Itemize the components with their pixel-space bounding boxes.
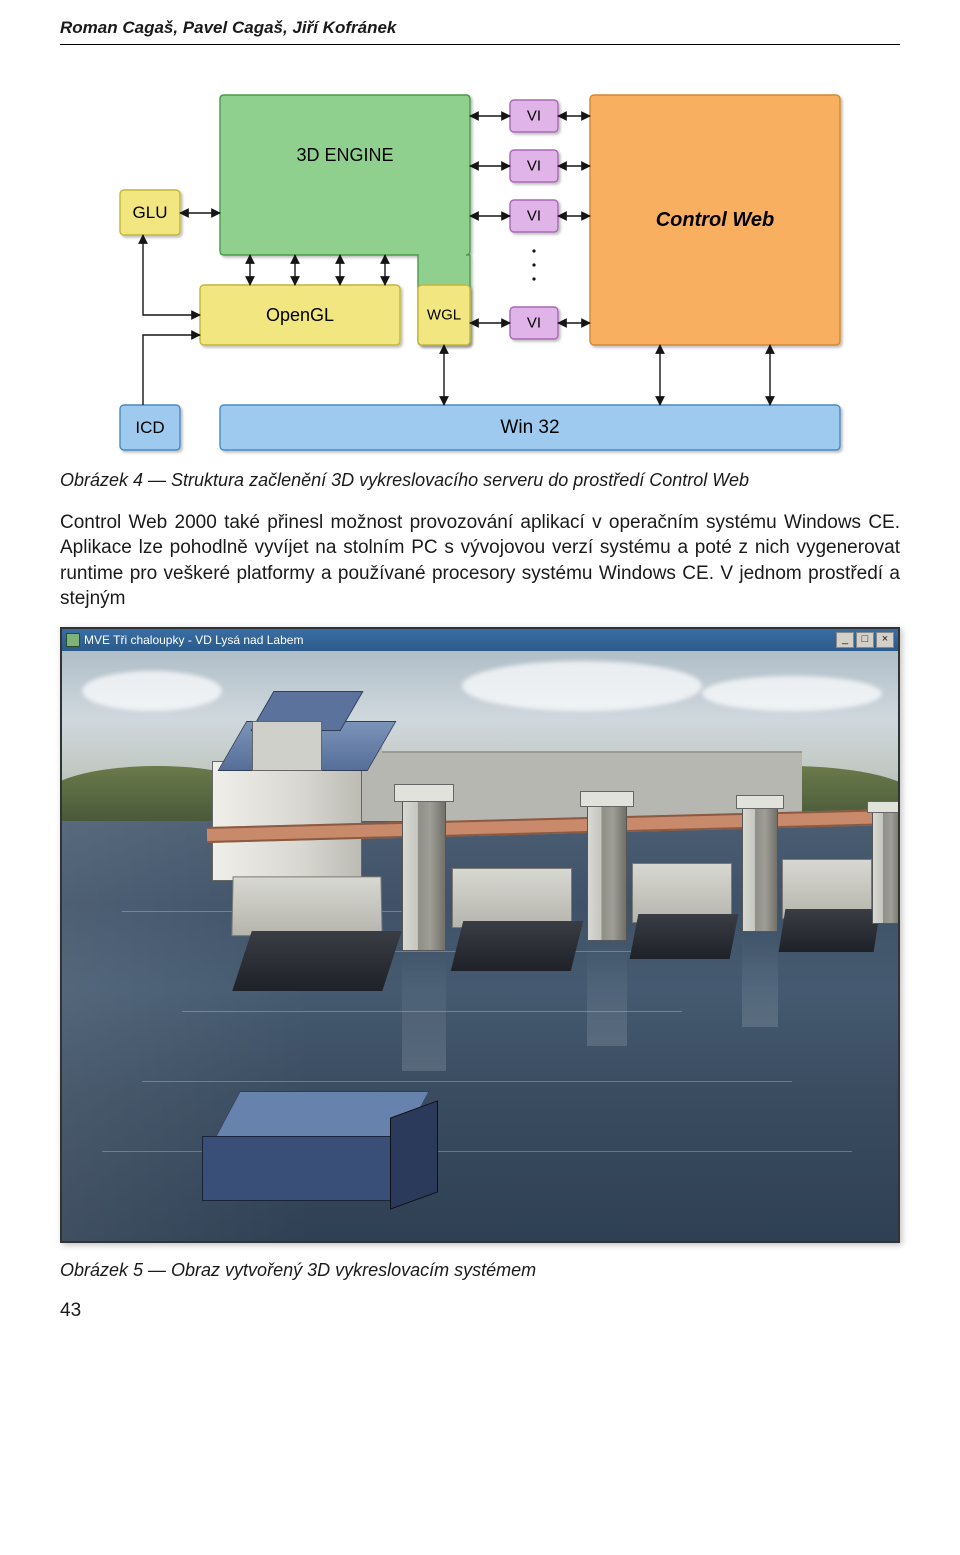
pillar [587,801,627,941]
block-label-win32: Win 32 [500,417,559,438]
floating-box-side [390,1100,438,1209]
arrow [143,335,200,405]
block-label-vi2: VI [527,158,541,175]
figure-4-caption: Obrázek 4 — Struktura začlenění 3D vykre… [60,469,900,492]
cloud [82,671,222,711]
header-authors: Roman Cagaš, Pavel Cagaš, Jiří Kofránek [60,18,396,37]
page-header: Roman Cagaš, Pavel Cagaš, Jiří Kofránek [60,0,900,45]
block-label-vi3: VI [527,208,541,225]
water-highlight [142,1081,792,1082]
maximize-button[interactable]: □ [856,632,874,648]
block-label-engine: 3D ENGINE [296,145,393,165]
block-diagram-svg: 3D ENGINE GLU OpenGL WGL Control Web VI VI VI VI… [110,75,850,455]
window-app-icon [66,633,80,647]
ellipsis-dot [532,277,535,280]
block-label-icd: ICD [135,418,164,437]
building-front [212,761,362,881]
minimize-button[interactable]: _ [836,632,854,648]
figure-5-window: MVE Tři chaloupky - VD Lysá nad Labem _ … [60,627,900,1243]
block-label-vi1: VI [527,108,541,125]
figure-4-diagram: 3D ENGINE GLU OpenGL WGL Control Web VI VI VI VI… [60,75,900,455]
pillar [872,809,898,924]
block-label-vi4: VI [527,315,541,332]
scene-3d-viewport [62,651,898,1241]
floating-box-front [202,1136,392,1201]
page: Roman Cagaš, Pavel Cagaš, Jiří Kofránek … [0,0,960,1362]
gate-slope [779,909,881,952]
gate-base [231,876,382,936]
block-label-cweb: Control Web [656,209,775,231]
window-title: MVE Tři chaloupky - VD Lysá nad Labem [84,633,832,647]
gate-slope [232,931,401,991]
close-button[interactable]: × [876,632,894,648]
gate-slope [630,914,739,959]
pillar-reflection [742,932,778,1027]
gate-slope [451,921,583,971]
gate-base [452,868,572,928]
pillar-reflection [587,941,627,1046]
window-titlebar: MVE Tři chaloupky - VD Lysá nad Labem _ … [62,629,898,651]
building-upper-front [252,721,322,771]
pillar-cap [394,784,454,802]
pillar-reflection [402,951,446,1071]
figure-5-caption: Obrázek 5 — Obraz vytvořený 3D vykreslov… [60,1259,900,1282]
cloud [702,676,882,711]
ellipsis-dot [532,249,535,252]
block-label-wgl: WGL [427,307,461,324]
block-label-opengl: OpenGL [266,305,334,325]
body-paragraph: Control Web 2000 také přinesl možnost pr… [60,510,900,610]
pillar-cap [580,791,634,807]
pillar [402,796,446,951]
pillar [742,804,778,932]
pillar-cap [736,795,784,809]
window-buttons: _ □ × [836,632,894,648]
block-label-glu: GLU [133,203,168,222]
cloud [462,661,702,711]
arrow [143,235,200,315]
ellipsis-dot [532,263,535,266]
page-number: 43 [60,1300,900,1322]
pillar-cap [867,801,898,813]
